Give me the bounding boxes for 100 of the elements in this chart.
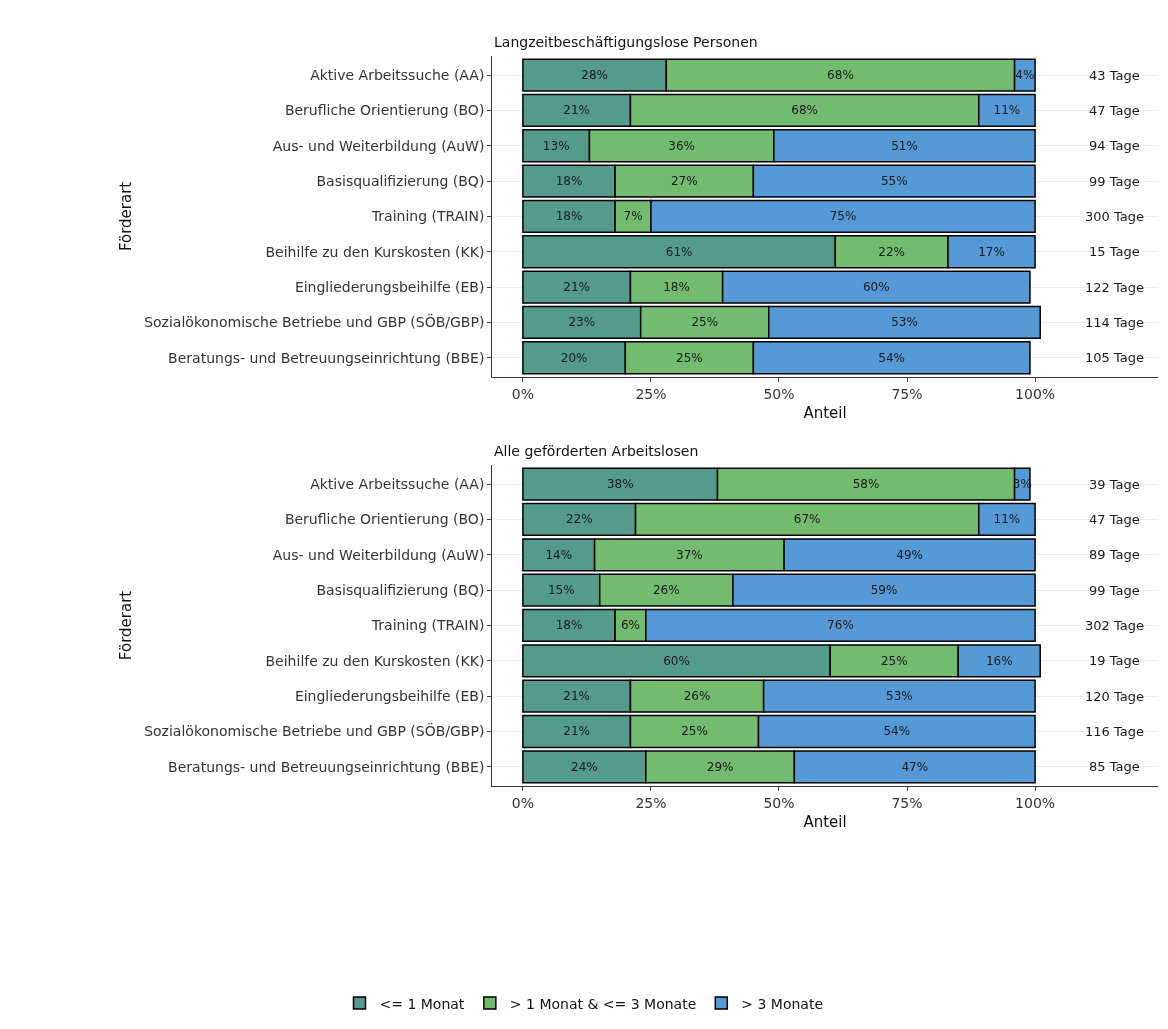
data-label: 25%	[880, 653, 908, 668]
y-tick-label: Eingliederungsbeihilfe (EB)	[294, 278, 485, 295]
y-tick-label: Training (TRAIN)	[370, 208, 485, 225]
x-tick-label: 0%	[511, 385, 534, 402]
y-tick-label: Aus- und Weiterbildung (AuW)	[272, 137, 485, 154]
y-tick-label: Eingliederungsbeihilfe (EB)	[294, 688, 485, 705]
data-label: 55%	[880, 174, 908, 189]
data-label: 61%	[665, 244, 693, 259]
data-label: 18%	[555, 618, 583, 633]
annotation: 99 Tage	[1089, 174, 1140, 189]
annotation: 302 Tage	[1085, 618, 1144, 633]
data-label: 54%	[878, 350, 905, 365]
annotation: 89 Tage	[1089, 547, 1140, 562]
data-label: 25%	[691, 315, 719, 330]
data-label: 6%	[620, 618, 640, 633]
data-label: 26%	[683, 689, 711, 704]
y-tick-label: Beihilfe zu den Kurskosten (KK)	[265, 652, 485, 669]
annotation: 99 Tage	[1089, 583, 1140, 598]
annotation: 47 Tage	[1089, 103, 1140, 118]
y-tick-label: Sozialökonomische Betriebe und GBP (SÖB/GBP)	[144, 313, 485, 331]
x-tick-label: 75%	[891, 795, 923, 812]
y-tick-label: Training (TRAIN)	[370, 617, 485, 634]
data-label: 14%	[545, 547, 573, 562]
y-tick-label: Berufliche Orientierung (BO)	[284, 102, 485, 119]
data-label: 53%	[891, 315, 918, 330]
legend-label: > 1 Monat & <= 3 Monate	[509, 995, 697, 1012]
x-axis-title: Anteil	[803, 813, 847, 832]
data-label: 11%	[993, 512, 1021, 527]
x-tick-label: 25%	[635, 385, 667, 402]
y-axis-title: Förderart	[117, 181, 136, 252]
legend-label: > 3 Monate	[741, 995, 824, 1012]
chart-title: Alle geförderten Arbeitslosen	[494, 443, 699, 459]
data-label: 21%	[563, 724, 591, 739]
y-tick-label: Sozialökonomische Betriebe und GBP (SÖB/GBP)	[144, 722, 485, 740]
data-label: 23%	[568, 315, 596, 330]
data-label: 49%	[896, 547, 923, 562]
data-label: 25%	[676, 350, 703, 365]
y-tick-label: Aus- und Weiterbildung (AuW)	[272, 546, 485, 563]
data-label: 59%	[870, 583, 898, 598]
data-label: 7%	[623, 209, 643, 224]
data-label: 25%	[681, 724, 708, 739]
data-label: 11%	[993, 103, 1021, 118]
data-label: 27%	[670, 174, 698, 189]
y-tick-label: Beratungs- und Betreuungseinrichtung (BBE)	[168, 758, 485, 775]
annotation: 47 Tage	[1089, 512, 1140, 527]
data-label: 16%	[985, 653, 1013, 668]
data-label: 13%	[542, 138, 570, 153]
y-tick-label: Basisqualifizierung (BQ)	[316, 172, 485, 189]
annotation: 122 Tage	[1085, 280, 1144, 295]
x-tick-label: 50%	[763, 795, 795, 812]
annotation: 19 Tage	[1089, 653, 1140, 668]
data-label: 75%	[829, 209, 857, 224]
y-axis-title: Förderart	[117, 590, 136, 661]
data-label: 29%	[706, 759, 734, 774]
legend-label: <= 1 Monat	[379, 995, 465, 1012]
data-label: 51%	[891, 138, 918, 153]
x-tick-label: 100%	[1015, 385, 1056, 402]
annotation: 114 Tage	[1085, 315, 1144, 330]
annotation: 105 Tage	[1085, 350, 1144, 365]
annotation: 116 Tage	[1085, 724, 1144, 739]
x-tick-label: 75%	[891, 385, 923, 402]
x-tick-label: 100%	[1015, 795, 1056, 812]
annotation: 94 Tage	[1089, 138, 1140, 153]
data-label: 18%	[555, 174, 583, 189]
data-label: 20%	[560, 350, 588, 365]
annotation: 15 Tage	[1089, 244, 1140, 259]
data-label: 24%	[571, 759, 598, 774]
data-label: 37%	[676, 547, 703, 562]
data-label: 26%	[652, 583, 680, 598]
data-label: 76%	[827, 618, 854, 633]
data-label: 21%	[563, 689, 591, 704]
data-label: 18%	[663, 280, 690, 295]
y-tick-label: Berufliche Orientierung (BO)	[284, 511, 485, 528]
x-tick-label: 25%	[635, 795, 667, 812]
x-tick-label: 0%	[511, 795, 534, 812]
y-tick-label: Aktive Arbeitssuche (AA)	[310, 66, 485, 83]
data-label: 68%	[791, 103, 818, 118]
data-label: 68%	[827, 68, 854, 83]
annotation: 300 Tage	[1085, 209, 1144, 224]
data-label: 54%	[883, 724, 911, 739]
y-tick-label: Beratungs- und Betreuungseinrichtung (BBE)	[168, 349, 485, 366]
data-label: 21%	[563, 280, 591, 295]
data-label: 15%	[547, 583, 575, 598]
y-tick-label: Aktive Arbeitssuche (AA)	[310, 476, 485, 493]
data-label: 21%	[563, 103, 591, 118]
data-label: 28%	[581, 68, 608, 83]
data-label: 38%	[606, 477, 634, 492]
data-label: 22%	[878, 244, 905, 259]
data-label: 22%	[565, 512, 593, 527]
data-label: 18%	[555, 209, 583, 224]
annotation: 43 Tage	[1089, 68, 1140, 83]
y-tick-label: Basisqualifizierung (BQ)	[316, 582, 485, 599]
data-label: 36%	[668, 138, 696, 153]
data-label: 60%	[862, 280, 890, 295]
data-label: 17%	[978, 244, 1005, 259]
data-label: 4%	[1015, 68, 1035, 83]
x-axis-title: Anteil	[803, 403, 847, 422]
y-tick-label: Beihilfe zu den Kurskosten (KK)	[265, 243, 485, 260]
data-label: 47%	[901, 759, 929, 774]
data-label: 67%	[793, 512, 821, 527]
